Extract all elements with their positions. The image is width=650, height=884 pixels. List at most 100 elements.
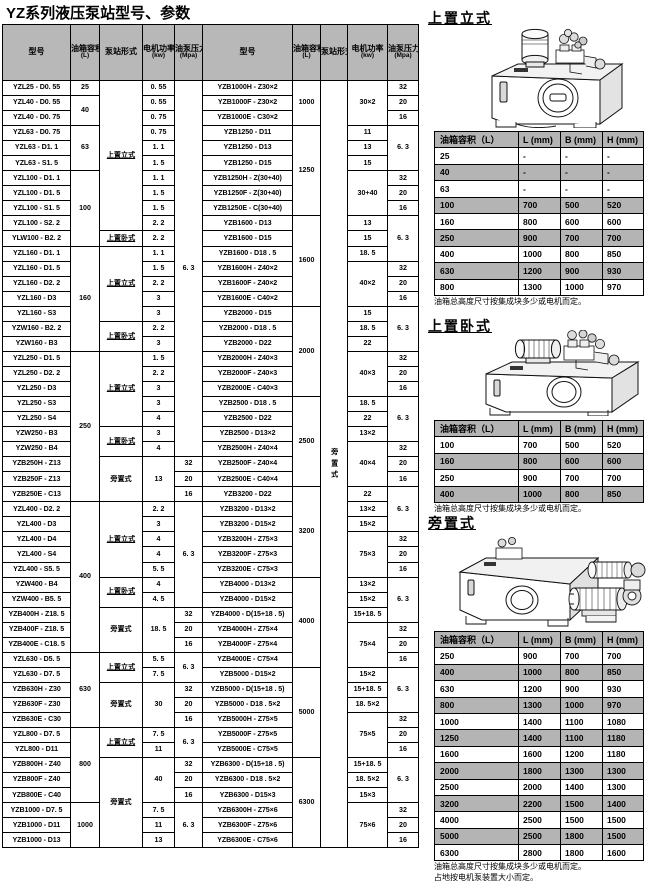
cell-model-left: YZB250F - Z13 [2,471,71,488]
cell-model-left: YZL160 - D2. 2 [2,275,71,292]
cell-model-right: YZB6300E - C75×6 [202,832,293,849]
cell-model-left: YZB630F - Z30 [2,696,71,713]
table-row: YZL630 - D5. 5 630 上置立式 5. 5 6. 3 YZB4000E - … [2,651,419,729]
dim-cell-b: 900 [560,262,603,280]
dim-cell-capacity: 4000 [434,811,519,829]
dim-cell-b: 1500 [560,811,603,829]
cell-model-right: YZB3200E - C75×3 [202,561,293,578]
table-row: YZL250 - D3 3 YZB2000E - C40×3 16 [2,380,419,397]
cell-pressure-right: 6. 3 [387,757,419,804]
dim-cell-b: 1400 [560,778,603,796]
cell-model-right: YZB2000 - D22 [202,335,293,352]
cell-model-right: YZB2000E - C40×3 [202,380,293,397]
dim-cell-h: - [602,147,644,165]
dim-row: 160 800 600 600 [434,212,644,231]
table-header-row: 型号油箱容积(L)泵站形式电机功率(kw)油泵压力(Mpa)型号油箱容积(L)泵… [2,24,419,81]
dim-cell-capacity: 100 [434,436,519,454]
cell-pressure-left: 20 [174,696,203,713]
dim-cell-b: 1800 [560,844,603,862]
cell-power-left: 7. 5 [142,727,175,744]
table-row: YZB250H - Z13 旁置式 13 32 YZB2500F - Z40×4 20 [2,456,419,503]
dim-cell-b: 1300 [560,762,603,780]
cell-model-left: YZL100 - S2. 2 [2,215,71,232]
cell-pressure-right: 16 [387,110,419,127]
cell-power-right: 75×3 [347,531,388,578]
dim-cell-b: 500 [560,436,603,454]
cell-power-left: 0. 75 [142,110,175,127]
cell-power-left: 2. 2 [142,230,175,247]
cell-pressure-right: 6. 3 [387,486,419,533]
cell-power-left: 13 [142,832,175,849]
cell-pressure-right: 32 [387,621,419,638]
dim-row: 800 1300 1000 970 [434,696,644,714]
cell-form-left: 上置立式 [99,501,143,578]
cell-capacity-left: 800 [70,727,100,804]
dim-cell-l: 1400 [518,729,561,747]
cell-model-right: YZB2500H - Z40×4 [202,441,293,458]
cell-pressure-right: 20 [387,365,419,382]
cell-pressure-right: 6. 3 [387,125,419,172]
cell-model-left: YZW160 - B3 [2,335,71,352]
cell-model-left: YZB400E - C18. 5 [2,636,71,653]
table-row: YZB400F - Z18. 5 20 YZB4000H - Z75×4 75×4 32 [2,621,419,668]
dim-cell-h: 1180 [602,729,644,747]
cell-model-right: YZB1600 - D13 [202,215,293,232]
table-row: YZL160 - S3 3 YZB2000 - D15 2000 15 6. 3 [2,305,419,397]
dim-header-row: 油箱容积（L） L (mm) B (mm) H (mm) [434,630,644,649]
cell-model-left: YZL400 - S4 [2,546,71,563]
cell-pressure-right: 32 [387,531,419,548]
dim-cell-h: 930 [602,680,644,698]
dim-header-capacity: 油箱容积（L） [434,630,519,649]
cell-form-left: 上置卧式 [99,426,143,458]
cell-power-right: 15+18. 5 [347,606,388,623]
cell-power-left: 3 [142,305,175,322]
cell-power-left: 4 [142,531,175,548]
cell-form-left: 旁置式 [99,681,143,729]
dim-cell-capacity: 250 [434,647,519,665]
cell-power-right: 18. 5×2 [347,772,388,789]
cell-capacity-right: 1000 [292,79,321,127]
cell-pressure-right: 6. 3 [387,305,419,352]
dim-cell-l: - [518,147,561,165]
dim-cell-l: 2800 [518,844,561,862]
cell-power-left: 1. 5 [142,155,175,172]
table-row: YZL63 - D0. 75 63 0. 75 YZB1250 - D11 1250 11… [2,125,419,217]
table-row: YZL250 - S3 3 YZB2500 - D18 . 5 2500 18. 5 6.… [2,395,419,488]
dim-row: 40- - - [434,163,644,182]
dim-cell-l: 2200 [518,794,561,813]
cell-model-right: YZB1600E - C40×2 [202,290,293,307]
main-spec-table-container: 型号油箱容积(L)泵站形式电机功率(kw)油泵压力(Mpa)型号油箱容积(L)泵… [2,24,419,849]
cell-power-right: 18. 5 [347,395,388,413]
cell-power-left: 3 [142,380,175,397]
dim-cell-l: 800 [518,452,561,471]
dim-row: 800 1300 1000 970 [434,278,644,296]
cell-power-right: 13 [347,215,388,232]
dim-cell-b: 600 [560,452,603,471]
dim-cell-capacity: 5000 [434,827,519,846]
dim-cell-h: 600 [602,212,644,231]
table-row: YZB400E - C18. 5 16 YZB4000F - Z75×4 20 [2,636,419,653]
cell-model-right: YZB4000 - D15×2 [202,591,293,608]
cell-model-left: YZL100 - D1. 1 [2,170,71,187]
dim-header-b: B (mm) [560,630,603,649]
table-row: YZL160 - D2. 2 2. 2 YZB1600F - Z40×2 20 [2,275,419,292]
dim-cell-l: 2000 [518,778,561,796]
cell-pressure-right: 20 [387,185,419,202]
cell-pressure-left: 32 [174,456,203,473]
dim-cell-b: - [560,163,603,182]
cell-power-right: 18. 5×2 [347,696,388,713]
dim-cell-h: 970 [602,278,644,296]
cell-pressure-left: 16 [174,787,203,804]
cell-power-right: 15×3 [347,787,388,804]
cell-model-left: YZL100 - D1. 5 [2,185,71,202]
dim-cell-l: 1200 [518,680,561,698]
dim-row: 630 1200 900 930 [434,680,644,698]
cell-model-right: YZB1250E - C(30+40) [202,200,293,217]
cell-model-left: YZB1000 - D11 [2,817,71,834]
section-title-side-mounted: 旁置式 [428,515,476,531]
main-spec-table: 型号油箱容积(L)泵站形式电机功率(kw)油泵压力(Mpa)型号油箱容积(L)泵… [2,24,419,849]
dim-cell-h: 520 [602,196,644,214]
dim-cell-l: 1600 [518,745,561,764]
note-vertical-top-1: 油箱总高度尺寸按集成块多少或电机而定。 [434,296,586,306]
dim-cell-b: 800 [560,245,603,264]
